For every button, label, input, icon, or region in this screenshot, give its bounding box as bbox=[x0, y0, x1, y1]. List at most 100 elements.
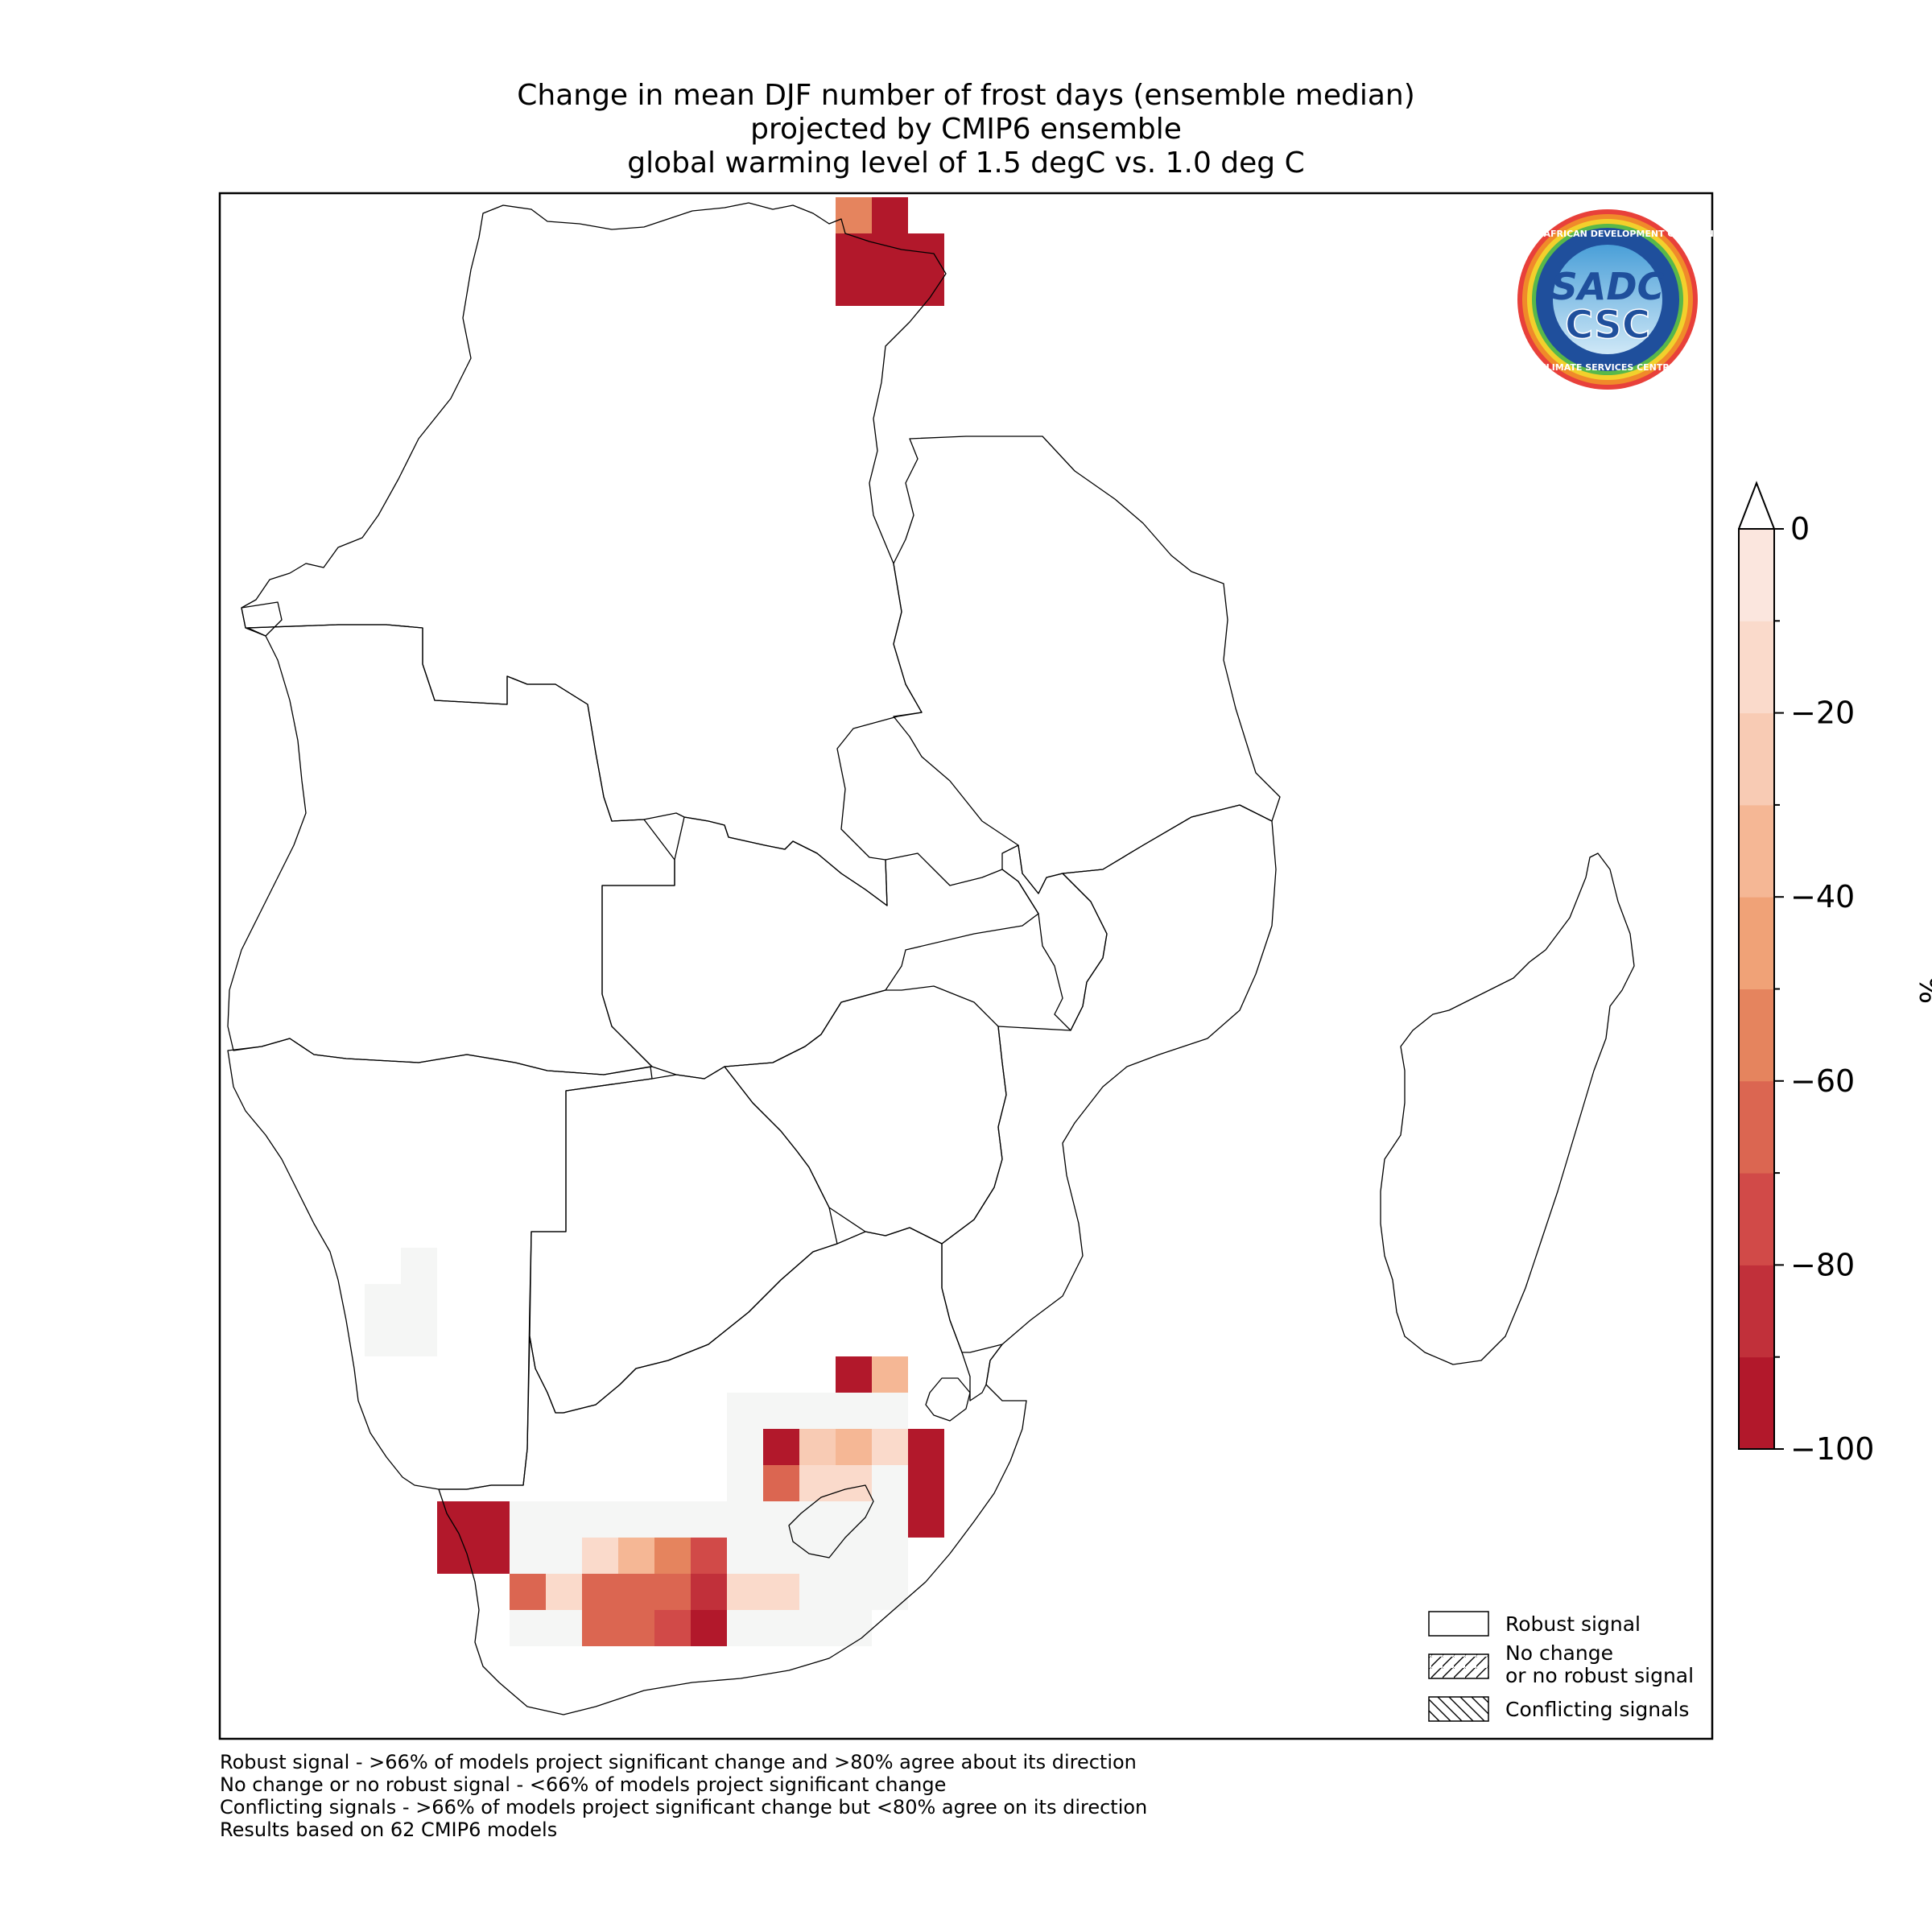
logo-monogram-bottom: CSC bbox=[1565, 303, 1650, 348]
grid-cell bbox=[510, 1538, 546, 1574]
legend-label-no-change-2: or no robust signal bbox=[1505, 1664, 1694, 1687]
colorbar-tick-label: −40 bbox=[1790, 879, 1855, 914]
grid-cell bbox=[473, 1501, 510, 1538]
grid-cell bbox=[654, 1610, 691, 1646]
grid-cell bbox=[763, 1538, 799, 1574]
grid-cell bbox=[836, 1465, 872, 1501]
grid-cell bbox=[799, 1393, 836, 1429]
grid-cell bbox=[872, 1501, 908, 1538]
logo-ring-text-top: SOUTHERN AFRICAN DEVELOPMENT COMMUNITY bbox=[1486, 229, 1731, 239]
grid-cell bbox=[727, 1538, 763, 1574]
footnotes: Robust signal - >66% of models project s… bbox=[220, 1751, 1147, 1841]
grid-cell bbox=[872, 270, 908, 306]
grid-cell bbox=[618, 1501, 654, 1538]
grid-cell bbox=[763, 1574, 799, 1610]
grid-cell bbox=[763, 1465, 799, 1501]
grid-cell bbox=[401, 1320, 437, 1356]
map-background bbox=[220, 193, 1712, 1739]
logo-ring-text-bottom: CLIMATE SERVICES CENTRE bbox=[1540, 362, 1676, 373]
colorbar-band bbox=[1739, 989, 1774, 1082]
colorbar-band bbox=[1739, 804, 1774, 898]
grid-cell bbox=[691, 1610, 727, 1646]
grid-cell bbox=[799, 1501, 836, 1538]
colorbar-tick-label: −80 bbox=[1790, 1247, 1855, 1282]
grid-cell bbox=[727, 1465, 763, 1501]
colorbar-bands bbox=[1739, 529, 1774, 1450]
data-grid bbox=[365, 197, 944, 1646]
grid-cell bbox=[872, 1574, 908, 1610]
grid-cell bbox=[836, 270, 872, 306]
border-lesotho bbox=[788, 1484, 874, 1558]
grid-cell bbox=[872, 1465, 908, 1501]
grid-cell bbox=[836, 1610, 872, 1646]
legend-label-robust: Robust signal bbox=[1505, 1612, 1641, 1636]
colorbar-band bbox=[1739, 1080, 1774, 1174]
border-madagascar bbox=[1380, 852, 1635, 1365]
title-line-1: Change in mean DJF number of frost days … bbox=[517, 79, 1415, 112]
colorbar-band bbox=[1739, 1173, 1774, 1265]
grid-cell bbox=[727, 1610, 763, 1646]
grid-cell bbox=[546, 1501, 582, 1538]
grid-cell bbox=[654, 1538, 691, 1574]
grid-cell bbox=[799, 1429, 836, 1465]
colorbar-band bbox=[1739, 1265, 1774, 1358]
grid-cell bbox=[836, 1574, 872, 1610]
colorbar: 0 −20 −40 −60 −80 −100 % bbox=[1738, 481, 1932, 1467]
grid-cell bbox=[836, 1429, 872, 1465]
grid-cell bbox=[872, 1393, 908, 1429]
map-panel bbox=[218, 192, 1714, 1740]
grid-cell bbox=[401, 1248, 437, 1284]
grid-cell bbox=[582, 1538, 618, 1574]
footnote-robust: Robust signal - >66% of models project s… bbox=[220, 1751, 1137, 1773]
grid-cell bbox=[727, 1393, 763, 1429]
grid-cell bbox=[872, 1429, 908, 1465]
grid-cell bbox=[654, 1501, 691, 1538]
grid-cell bbox=[618, 1610, 654, 1646]
colorbar-unit-label: % bbox=[1913, 976, 1932, 1004]
grid-cell bbox=[582, 1501, 618, 1538]
grid-cell bbox=[908, 1429, 944, 1465]
grid-cell bbox=[401, 1284, 437, 1320]
title-line-2: projected by CMIP6 ensemble bbox=[750, 113, 1182, 146]
colorbar-extend-arrow bbox=[1738, 481, 1775, 530]
grid-cell bbox=[799, 1610, 836, 1646]
sadc-csc-logo: SADC CSC SOUTHERN AFRICAN DEVELOPMENT CO… bbox=[1486, 209, 1731, 390]
colorbar-tick-label: −60 bbox=[1790, 1063, 1855, 1099]
grid-cell bbox=[727, 1574, 763, 1610]
legend-swatch-no-change bbox=[1428, 1653, 1489, 1679]
legend-label-no-change-1: No change bbox=[1505, 1641, 1613, 1665]
grid-cell bbox=[872, 233, 908, 270]
title-line-3: global warming level of 1.5 degC vs. 1.0… bbox=[627, 147, 1304, 180]
grid-cell bbox=[473, 1538, 510, 1574]
grid-cell bbox=[908, 1501, 944, 1538]
grid-cell bbox=[546, 1538, 582, 1574]
colorbar-ticks: 0 −20 −40 −60 −80 −100 bbox=[1774, 511, 1874, 1467]
map-frame bbox=[218, 192, 1714, 1740]
grid-cell bbox=[799, 1574, 836, 1610]
footnote-no-change: No change or no robust signal - <66% of … bbox=[220, 1773, 946, 1796]
grid-cell bbox=[763, 1393, 799, 1429]
grid-cell bbox=[437, 1501, 473, 1538]
grid-cell bbox=[872, 1538, 908, 1574]
grid-cell bbox=[908, 233, 944, 270]
grid-cell bbox=[836, 1356, 872, 1393]
grid-cell bbox=[727, 1429, 763, 1465]
border-south-africa bbox=[438, 1227, 1027, 1715]
grid-cell bbox=[618, 1538, 654, 1574]
hatch-legend: Robust signal No change or no robust sig… bbox=[1428, 1611, 1694, 1722]
grid-cell bbox=[510, 1610, 546, 1646]
colorbar-band bbox=[1739, 529, 1774, 621]
border-cabinda bbox=[241, 601, 283, 637]
grid-cell bbox=[872, 1356, 908, 1393]
border-eswatini bbox=[925, 1377, 971, 1422]
grid-cell bbox=[546, 1610, 582, 1646]
legend-swatch-conflicting bbox=[1428, 1696, 1489, 1722]
colorbar-tick-label: 0 bbox=[1790, 511, 1810, 547]
grid-cell bbox=[836, 1501, 872, 1538]
grid-cell bbox=[691, 1574, 727, 1610]
grid-cell bbox=[836, 233, 872, 270]
grid-cell bbox=[908, 1465, 944, 1501]
grid-cell bbox=[365, 1320, 401, 1356]
grid-cell bbox=[365, 1284, 401, 1320]
